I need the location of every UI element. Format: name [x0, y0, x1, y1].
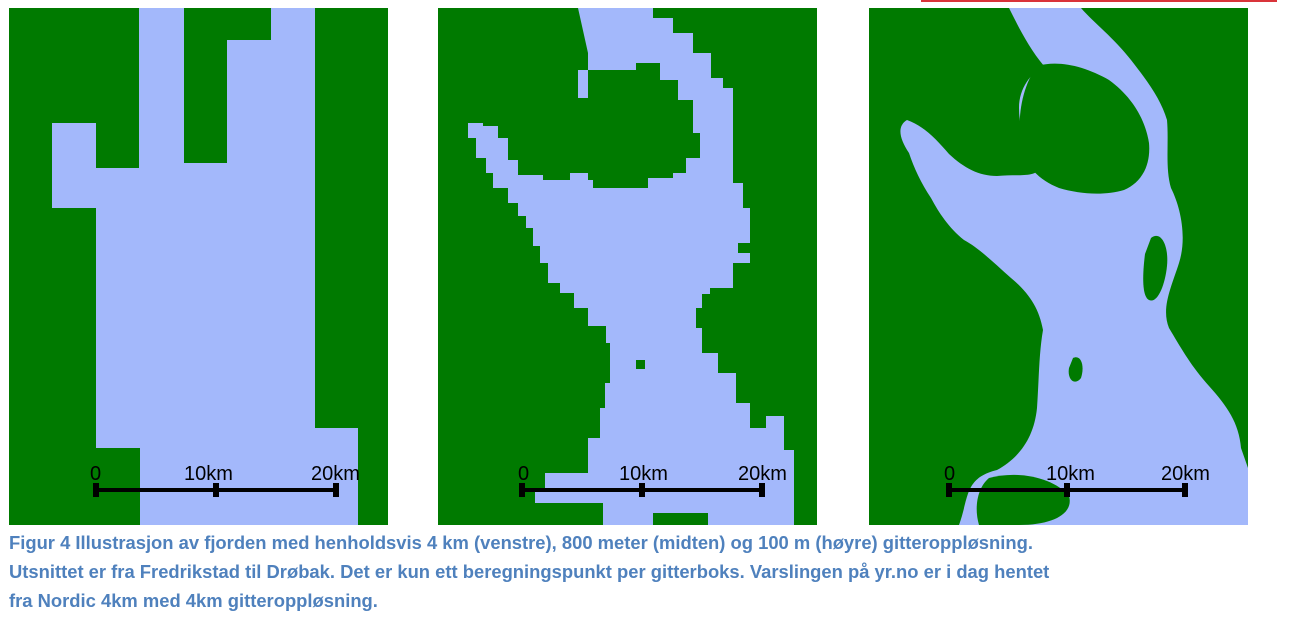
caption-line-1: Figur 4 Illustrasjon av fjorden med henh… — [9, 532, 1033, 553]
scale-label-0: 0 — [518, 463, 529, 485]
map-panel-100m: 0 10km 20km — [869, 8, 1248, 525]
scale-bar: 0 10km 20km — [90, 463, 360, 497]
scale-label-20km: 20km — [738, 463, 787, 485]
scale-label-10km: 10km — [619, 463, 668, 485]
map-800m: 0 10km 20km — [438, 8, 817, 525]
fjord-water — [900, 8, 1248, 525]
scale-bar: 0 10km 20km — [518, 463, 787, 497]
map-panel-4km: 0 10km 20km — [9, 8, 388, 525]
islet-east — [702, 294, 720, 308]
scale-label-20km: 20km — [311, 463, 360, 485]
islet-east-small — [738, 243, 750, 253]
fjord-water — [52, 8, 358, 525]
map-4km: 0 10km 20km — [9, 8, 388, 525]
fjord-water — [468, 8, 794, 525]
island-north — [578, 63, 700, 188]
island-south — [976, 474, 1070, 525]
scale-label-10km: 10km — [184, 463, 233, 485]
caption-line-2: Utsnittet er fra Fredrikstad til Drøbak.… — [9, 561, 1050, 582]
top-accent-rule — [921, 0, 1277, 2]
islet-middle — [1068, 357, 1083, 382]
map-100m: 0 10km 20km — [869, 8, 1248, 525]
scale-label-20km: 20km — [1161, 463, 1210, 485]
island-north — [1019, 63, 1150, 194]
caption-line-3: fra Nordic 4km med 4km gitteroppløsning. — [9, 590, 378, 611]
islet-small — [636, 360, 645, 369]
scale-label-0: 0 — [944, 463, 955, 485]
scale-label-10km: 10km — [1046, 463, 1095, 485]
scale-bar: 0 10km 20km — [944, 463, 1210, 497]
scale-label-0: 0 — [90, 463, 101, 485]
figure-caption: Figur 4 Illustrasjon av fjorden med henh… — [9, 528, 1279, 615]
island-east — [1143, 235, 1168, 301]
map-panel-800m: 0 10km 20km — [438, 8, 817, 525]
